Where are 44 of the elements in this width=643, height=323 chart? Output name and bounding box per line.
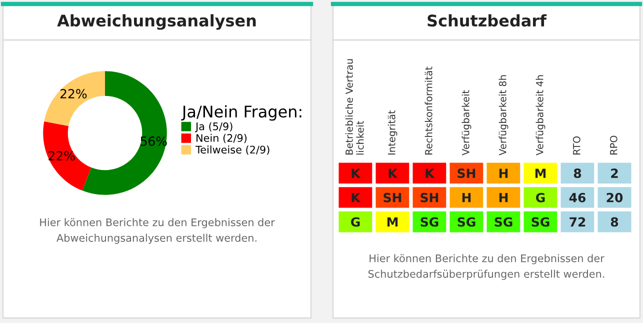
text: SG [494, 217, 512, 227]
x-tick-label: Verfügbarkeit 4h [536, 75, 546, 156]
data-label: 20 [606, 192, 623, 202]
chart-title: Abweichungsanalysen [57, 14, 256, 30]
text: H [499, 193, 508, 202]
data-label: 2 [611, 168, 618, 178]
text: K [426, 168, 435, 178]
x-tick-label: Rechtskonformität [424, 66, 432, 154]
text: SG [532, 217, 550, 227]
text: SG [458, 217, 476, 227]
text: K [352, 193, 361, 202]
text: Hier können Berichte zu den Ergebnissen der Abweichungsanalysen erstellt werden. [40, 218, 275, 244]
x-tick-label: Integrität [388, 110, 398, 154]
x-tick-label: Verfügbarkeit [462, 90, 472, 156]
text: K [352, 168, 361, 178]
data-label: 8 [610, 217, 618, 227]
text: H [462, 193, 471, 202]
chart-title: Schutzbedarf [428, 14, 547, 27]
legend-label: Nein (2/9) [196, 134, 247, 144]
x-tick-label: Betriebliche Vertrau lichkeit [345, 59, 364, 155]
text: K [388, 168, 398, 178]
text: SH [420, 192, 438, 202]
legend-label: Ja (5/9) [194, 122, 232, 132]
text: SH [458, 168, 476, 178]
data-label: 22% [60, 89, 87, 98]
donut-slice [44, 71, 105, 126]
data-label: 72 [570, 217, 586, 226]
x-tick-label: Verfügbarkeit 8h [498, 75, 508, 156]
x-tick-label: RPO [610, 136, 618, 154]
donut-slice [43, 121, 92, 191]
text: G [536, 192, 545, 202]
text: M [535, 168, 546, 178]
text: M [387, 217, 398, 226]
x-tick-label: RTO [572, 136, 580, 154]
data-label: 46 [569, 192, 586, 202]
data-label: 22% [48, 151, 75, 160]
text: SH [384, 192, 402, 202]
text: G [350, 217, 360, 227]
legend-title: Ja/Nein Fragen: [181, 105, 302, 121]
text: H [499, 168, 508, 178]
text: SG [420, 217, 438, 227]
text: Hier können Berichte zu den Ergebnissen der Schutzbedarfsüberprüfungen erstellt werden. [368, 254, 604, 280]
legend-label: Teilweise (2/9) [195, 146, 270, 155]
data-label: 8 [574, 168, 582, 178]
